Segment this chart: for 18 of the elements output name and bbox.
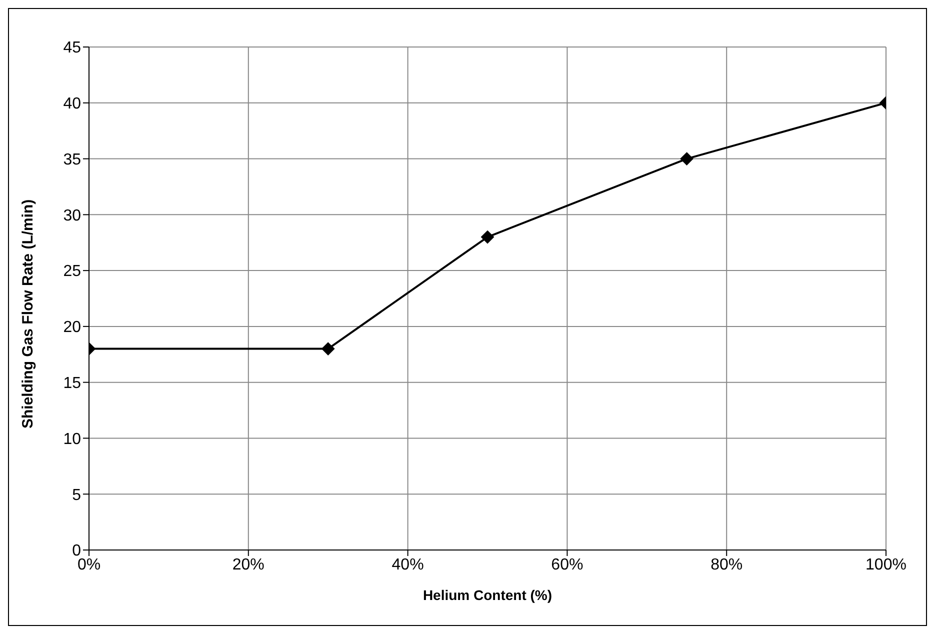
y-tick-label: 25 bbox=[63, 263, 82, 280]
y-tick-label: 15 bbox=[63, 375, 82, 392]
x-tick-label: 100% bbox=[866, 556, 906, 574]
y-tick-label: 35 bbox=[63, 151, 82, 168]
point bbox=[322, 342, 335, 356]
y-tick-label: 45 bbox=[63, 40, 82, 57]
x-tick-label: 40% bbox=[392, 556, 424, 574]
y-axis-title: Shielding Gas Flow Rate (L/min) bbox=[19, 199, 36, 428]
y-tick-label: 20 bbox=[63, 319, 82, 336]
x-axis-title: Helium Content (%) bbox=[422, 587, 552, 603]
y-tick-label: 5 bbox=[72, 486, 82, 504]
y-tick-label: 40 bbox=[63, 96, 82, 113]
x-tick-label: 80% bbox=[710, 556, 743, 574]
x-tick-label: 20% bbox=[232, 556, 264, 574]
y-tick-label: 10 bbox=[63, 430, 82, 448]
y-tick-label: 30 bbox=[63, 207, 82, 224]
x-tick-label: 60% bbox=[551, 556, 584, 574]
point bbox=[481, 230, 494, 244]
